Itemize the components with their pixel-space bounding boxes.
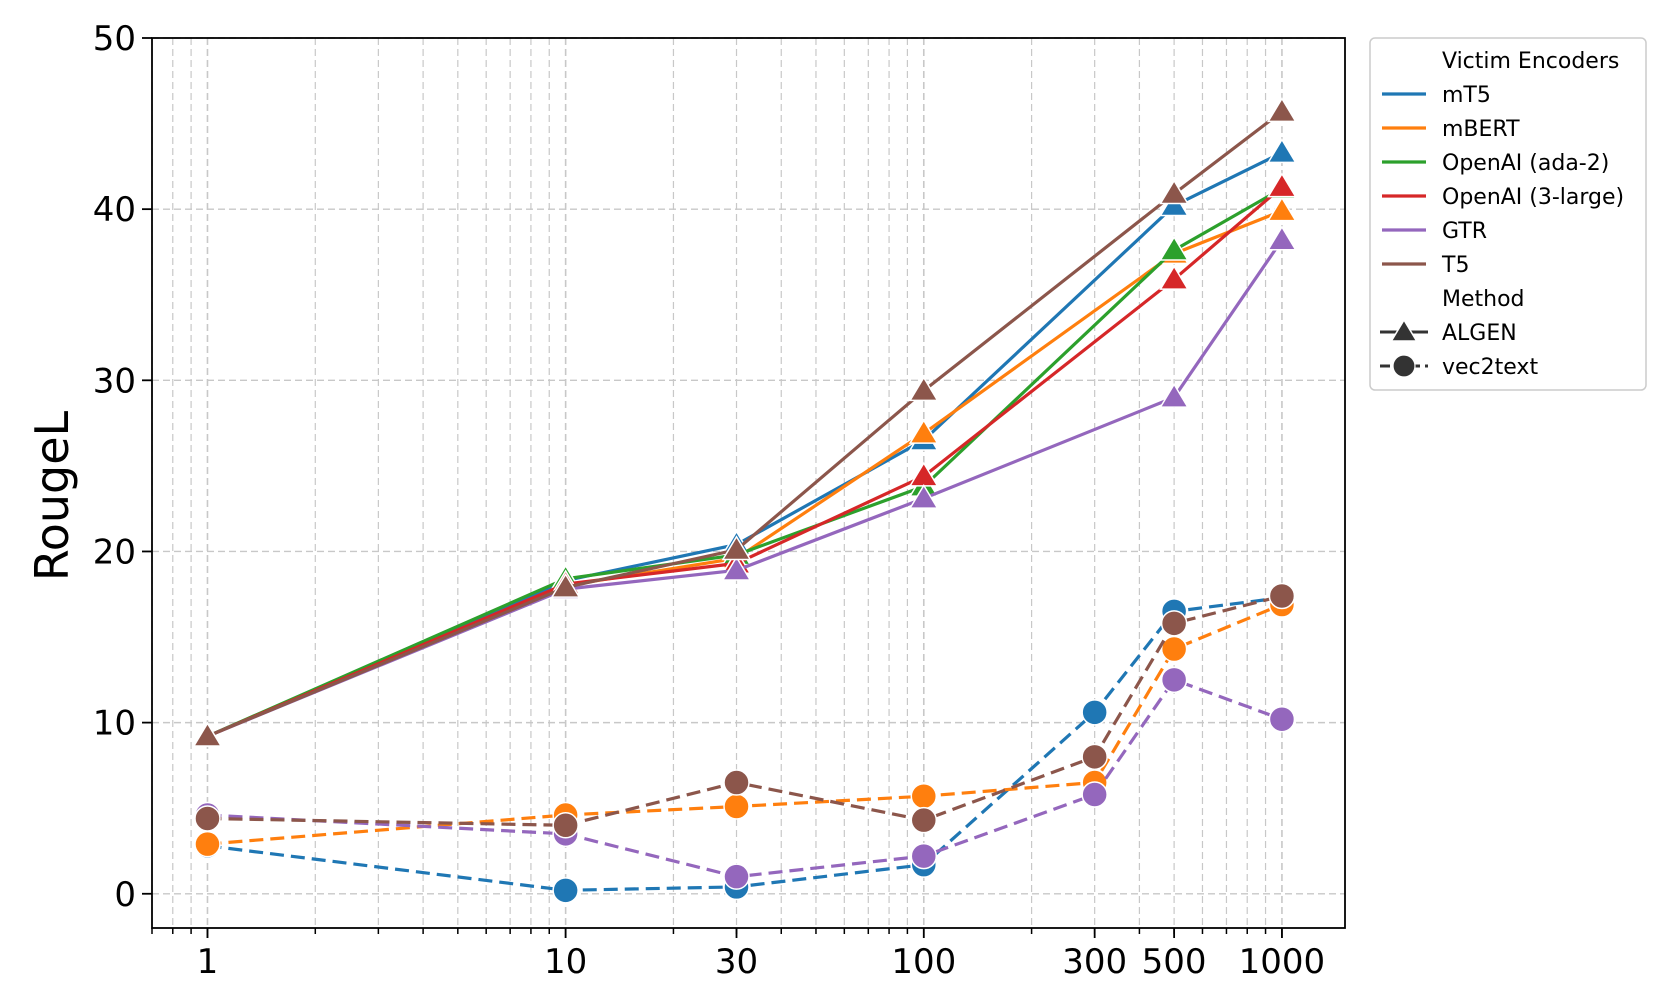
series-line <box>206 187 1283 738</box>
legend-label: mT5 <box>1442 83 1491 108</box>
plot-frame <box>151 37 1346 929</box>
x-tick-label: 300 <box>1062 942 1127 982</box>
data-point <box>1268 582 1296 610</box>
y-tick-label: 10 <box>93 704 136 744</box>
legend-label: ALGEN <box>1442 321 1517 346</box>
series-line <box>206 209 1283 738</box>
legend-label: mBERT <box>1442 117 1520 142</box>
x-tick-label: 30 <box>715 942 758 982</box>
legend-circle-marker <box>1392 354 1416 378</box>
data-point <box>910 806 938 834</box>
data-point <box>1160 666 1188 694</box>
series-t5-algen <box>192 97 1297 747</box>
data-point <box>1266 196 1297 222</box>
data-point <box>192 721 223 747</box>
legend-box <box>1369 37 1647 391</box>
data-point <box>552 877 579 904</box>
data-point <box>908 461 939 487</box>
y-tick-label: 20 <box>93 532 136 572</box>
y-axis-label: RougeL <box>25 410 79 581</box>
axes: 0 10 20 30 40 50 1 10 30 100 300 500 1000 <box>93 19 1346 982</box>
series-line <box>206 151 1283 738</box>
data-point <box>1159 235 1190 261</box>
data-point <box>1160 610 1188 637</box>
data-point <box>1266 172 1297 198</box>
legend-label: T5 <box>1441 253 1469 278</box>
data-point <box>1159 382 1190 408</box>
data-point <box>908 418 939 444</box>
series <box>192 97 1297 904</box>
data-point <box>1159 179 1190 205</box>
y-tick-label: 0 <box>114 875 136 915</box>
data-point <box>723 769 750 796</box>
series-mt5-algen <box>192 138 1297 747</box>
series-line <box>206 239 1284 738</box>
data-point <box>1159 264 1190 290</box>
data-point <box>1266 97 1297 123</box>
x-tick-label: 1 <box>197 942 219 982</box>
data-point <box>721 535 752 561</box>
data-point <box>1266 138 1297 164</box>
series-mbert-vec2text <box>194 591 1296 858</box>
data-point <box>1081 699 1108 726</box>
x-tick-label: 10 <box>544 942 587 982</box>
y-tick-label: 40 <box>93 190 136 230</box>
legend-triangle-marker <box>1390 318 1418 342</box>
series-mbert-algen <box>192 196 1297 747</box>
legend: Victim Encoders mT5 mBERT OpenAI (ada-2) Ope… <box>1369 37 1647 391</box>
data-point <box>908 483 939 509</box>
data-point <box>910 782 938 810</box>
legend-label: OpenAI (ada-2) <box>1442 151 1609 176</box>
data-point <box>550 572 581 598</box>
data-point <box>1268 705 1296 733</box>
data-point <box>1081 781 1108 808</box>
legend-title-encoders: Victim Encoders <box>1442 49 1619 74</box>
legend-label: vec2text <box>1442 355 1538 380</box>
legend-title-method: Method <box>1442 287 1525 312</box>
data-point <box>1160 635 1188 663</box>
x-tick-label: 500 <box>1142 942 1207 982</box>
y-tick-label: 30 <box>93 361 136 401</box>
series-openai-ada-2-algen <box>192 174 1297 747</box>
series-openai-3-large-algen <box>192 172 1297 747</box>
series-line <box>206 110 1283 738</box>
data-point <box>908 376 939 402</box>
data-point <box>723 863 750 890</box>
data-point <box>194 805 221 832</box>
x-tick-label: 100 <box>891 942 956 982</box>
data-point <box>721 555 752 581</box>
series-t5-vec2text <box>194 582 1296 839</box>
data-point <box>910 842 938 870</box>
data-point <box>1081 743 1108 771</box>
x-tick-label: 1000 <box>1239 942 1326 982</box>
grid <box>151 37 1345 928</box>
legend-label: OpenAI (3-large) <box>1442 185 1624 210</box>
data-point <box>194 830 221 858</box>
series-line <box>207 596 1283 892</box>
data-point <box>723 793 750 820</box>
data-point <box>1266 225 1297 251</box>
legend-label: GTR <box>1442 219 1487 244</box>
series-line <box>206 185 1283 738</box>
data-point <box>552 812 579 839</box>
y-tick-label: 50 <box>93 19 136 59</box>
